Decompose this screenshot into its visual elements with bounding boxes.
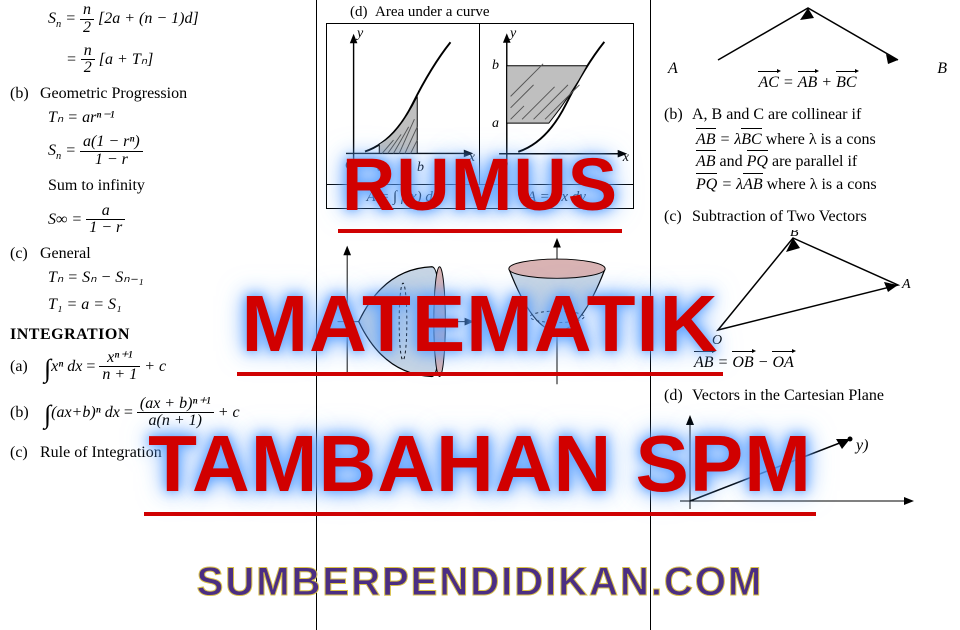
area-formula-row: A = ∫ f(x) dx A = ∫ x dy	[326, 185, 634, 209]
svg-text:B: B	[790, 230, 799, 240]
int-c: (c)Rule of Integration	[10, 442, 310, 464]
x-mark-b: b	[417, 160, 424, 176]
area-caption: (d) Area under a curve	[350, 4, 640, 21]
col-separator-1	[316, 0, 317, 630]
area-panels: y x O a b y x O a	[326, 23, 634, 185]
solid-about-y	[480, 227, 634, 397]
sum-to-infinity-label: Sum to infinity	[48, 175, 310, 197]
y-axis-label: y	[357, 26, 363, 42]
int-b: (b) ∫(ax+b)ⁿ dx = (ax + b)ⁿ⁺¹a(n + 1) + …	[10, 396, 310, 432]
vector-sub-eq: AB = OB − OA	[694, 352, 955, 374]
parallel-eq: PQ = λAB where λ is a cons	[696, 174, 955, 196]
x-mark-a: a	[377, 160, 384, 176]
y-mark-a: a	[492, 116, 499, 132]
area-panel-y: y x O a b	[480, 24, 633, 184]
tri-B: B	[937, 58, 947, 80]
cartesian-plane	[660, 409, 920, 519]
sn-formula-1: Sn = n2 [2a + (n − 1)d]	[48, 2, 310, 37]
area-formula-2: A = ∫ x dy	[480, 187, 633, 208]
area-formula-1: A = ∫ f(x) dx	[327, 187, 480, 208]
item-b: (b)Geometric Progression	[10, 83, 310, 105]
x-axis-label: x	[469, 150, 475, 166]
parallel-line: AB and PQ are parallel if	[696, 151, 955, 173]
origin-label: O	[345, 158, 355, 174]
left-column: Sn = n2 [2a + (n − 1)d] = n2 [a + Tₙ] (b…	[10, 0, 310, 463]
solids-panels	[326, 227, 634, 397]
collinear-eq: AB = λBC where λ is a cons	[696, 129, 955, 151]
triangle-oab: O A B	[698, 230, 918, 350]
int-a: (a) ∫xⁿ dx = xⁿ⁺¹n + 1 + c	[10, 350, 310, 386]
area-panel-x: y x O a b	[327, 24, 480, 184]
col-separator-2	[650, 0, 651, 630]
svg-text:O: O	[712, 333, 722, 348]
overlay-footer: SUMBERPENDIDIKAN.COM	[0, 560, 960, 605]
x-axis-label-2: x	[623, 150, 629, 166]
triangle-abc	[708, 0, 908, 70]
center-column: (d) Area under a curve y x O a	[320, 0, 640, 397]
right-column: A B AC = AB + BC (b)A, B and C are colli…	[660, 0, 955, 549]
y-mark-b: b	[492, 58, 499, 74]
gp-sinf: S∞ = a1 − r	[48, 203, 310, 238]
general-2: T₁ = a = S₁	[48, 294, 310, 316]
gp-sn: Sn = a(1 − rⁿ)1 − r	[48, 134, 310, 169]
svg-text:A: A	[901, 277, 911, 292]
item-c-right: (c)Subtraction of Two Vectors	[664, 206, 955, 228]
item-b-right: (b)A, B and C are collinear if	[664, 104, 955, 126]
sn-formula-2: = n2 [a + Tₙ]	[66, 43, 310, 78]
vector-add-eq: AC = AB + BC	[660, 72, 955, 94]
tri-A: A	[668, 58, 678, 80]
item-c: (c)General	[10, 243, 310, 265]
integration-heading: INTEGRATION	[10, 324, 310, 346]
solid-about-x	[326, 227, 480, 397]
y-axis-label-2: y	[510, 26, 516, 42]
general-1: Tₙ = Sₙ − Sₙ₋₁	[48, 267, 310, 289]
origin-label-2: O	[498, 158, 508, 174]
gp-tn: Tₙ = arⁿ⁻¹	[48, 107, 310, 129]
item-d-right: (d)Vectors in the Cartesian Plane	[664, 385, 955, 407]
